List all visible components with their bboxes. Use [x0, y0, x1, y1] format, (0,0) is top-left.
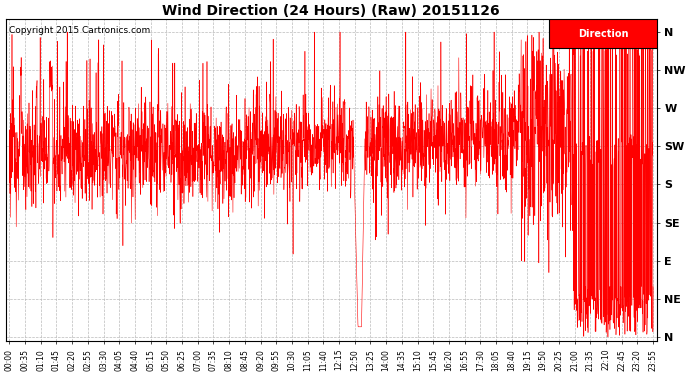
Text: Copyright 2015 Cartronics.com: Copyright 2015 Cartronics.com: [9, 26, 150, 35]
Title: Wind Direction (24 Hours) (Raw) 20151126: Wind Direction (24 Hours) (Raw) 20151126: [162, 4, 500, 18]
Text: Direction: Direction: [578, 29, 629, 39]
FancyBboxPatch shape: [549, 20, 657, 48]
